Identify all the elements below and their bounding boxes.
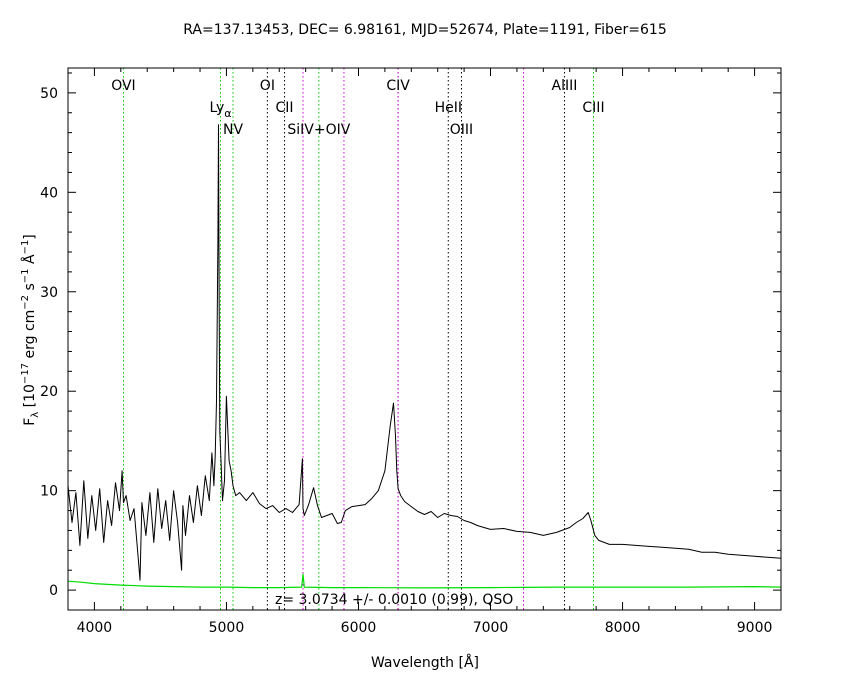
emission-line-label: CIII [582,100,604,116]
emission-line-label: OI [260,78,275,94]
emission-line-label: AlIII [552,78,578,94]
chart-title: RA=137.13453, DEC= 6.98161, MJD=52674, P… [183,22,667,38]
y-tick-label: 0 [49,583,58,599]
error-spectrum-line [67,573,782,589]
redshift-annotation: z= 3.0734 +/- 0.0010 (0.99), QSO [275,592,513,608]
emission-line-label: OIII [450,122,473,138]
x-tick-label: 9000 [737,620,773,636]
emission-line-label: SiIV+OIV [287,122,350,138]
x-tick-label: 6000 [341,620,377,636]
angstrom-symbol: Å [464,654,474,671]
x-tick-label: 5000 [209,620,245,636]
x-tick-label: 7000 [473,620,509,636]
y-tick-label: 30 [40,285,58,301]
x-tick-label: 4000 [77,620,113,636]
emission-line-label: NV [223,122,243,138]
x-tick-label: 8000 [605,620,641,636]
y-tick-label: 40 [40,185,58,201]
y-axis-label: Fλ [10−17 erg cm−2 s−1 Å−1] [20,234,41,426]
plot-frame [67,67,782,611]
emission-line-label: HeII [435,100,462,116]
y-tick-label: 10 [40,484,58,500]
y-tick-label: 50 [40,86,58,102]
x-axis-label: Wavelength [Å] [371,654,479,671]
y-tick-label: 20 [40,384,58,400]
flux-spectrum-line [67,124,782,581]
emission-line-label: OVI [111,78,135,94]
emission-line-label: CII [276,100,294,116]
emission-line-label: CIV [386,78,410,94]
